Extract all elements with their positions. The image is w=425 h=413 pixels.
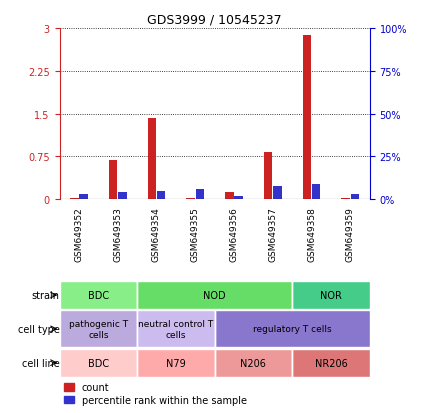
- Text: GSM649353: GSM649353: [113, 206, 122, 261]
- FancyBboxPatch shape: [60, 281, 137, 309]
- Text: NOR: NOR: [320, 290, 342, 300]
- Bar: [235, 196, 243, 200]
- Bar: [273, 186, 282, 200]
- Bar: [341, 199, 350, 200]
- Text: cell type: cell type: [17, 324, 60, 334]
- Text: GSM649354: GSM649354: [152, 206, 161, 261]
- Text: BDC: BDC: [88, 290, 109, 300]
- Text: cell line: cell line: [22, 358, 60, 368]
- Text: N79: N79: [166, 358, 186, 368]
- Text: GSM649359: GSM649359: [346, 206, 355, 261]
- Bar: [264, 153, 272, 200]
- FancyBboxPatch shape: [215, 311, 370, 347]
- Text: neutral control T
cells: neutral control T cells: [138, 319, 213, 339]
- Text: GSM649355: GSM649355: [191, 206, 200, 261]
- Text: regulatory T cells: regulatory T cells: [253, 325, 332, 334]
- Bar: [312, 184, 320, 200]
- Text: GSM649358: GSM649358: [307, 206, 316, 261]
- Text: N206: N206: [241, 358, 266, 368]
- Bar: [157, 191, 165, 200]
- FancyBboxPatch shape: [292, 349, 370, 377]
- FancyBboxPatch shape: [137, 281, 292, 309]
- Bar: [186, 199, 195, 200]
- Text: BDC: BDC: [88, 358, 109, 368]
- Bar: [303, 36, 311, 200]
- Bar: [351, 195, 359, 200]
- Bar: [225, 193, 234, 200]
- FancyBboxPatch shape: [60, 349, 137, 377]
- Bar: [70, 199, 79, 200]
- Text: NOD: NOD: [203, 290, 226, 300]
- Title: GDS3999 / 10545237: GDS3999 / 10545237: [147, 13, 282, 26]
- FancyBboxPatch shape: [137, 349, 215, 377]
- Bar: [196, 190, 204, 200]
- FancyBboxPatch shape: [137, 311, 215, 347]
- Text: strain: strain: [31, 290, 60, 300]
- Bar: [79, 195, 88, 200]
- Text: pathogenic T
cells: pathogenic T cells: [69, 319, 128, 339]
- Bar: [109, 161, 117, 200]
- Text: GSM649352: GSM649352: [74, 206, 83, 261]
- Bar: [147, 119, 156, 200]
- Text: NR206: NR206: [314, 358, 347, 368]
- FancyBboxPatch shape: [60, 311, 137, 347]
- FancyBboxPatch shape: [292, 281, 370, 309]
- Text: GSM649356: GSM649356: [230, 206, 238, 261]
- Bar: [118, 193, 127, 200]
- FancyBboxPatch shape: [215, 349, 292, 377]
- Text: GSM649357: GSM649357: [268, 206, 277, 261]
- Legend: count, percentile rank within the sample: count, percentile rank within the sample: [64, 382, 247, 405]
